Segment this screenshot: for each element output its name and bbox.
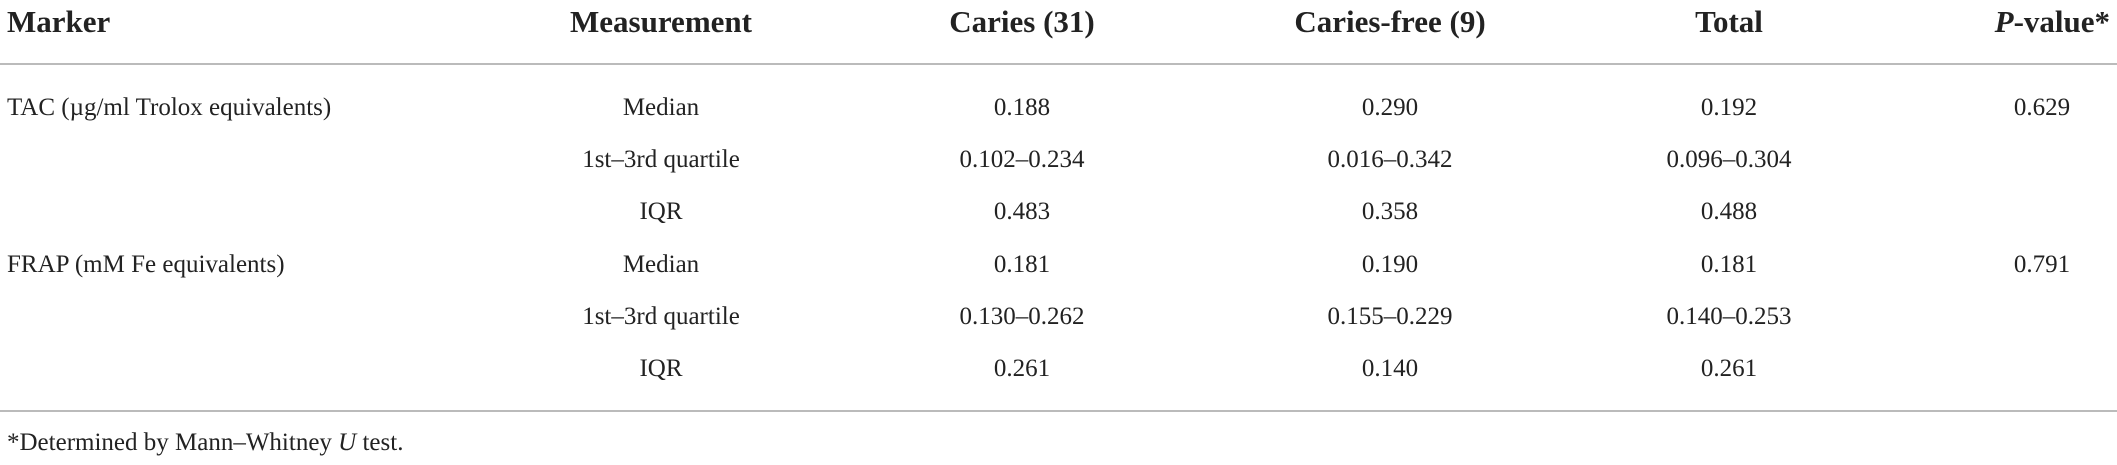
caries-value: 0.261	[993, 355, 1051, 382]
total-value: 0.192	[1700, 94, 1758, 121]
caries-free-value: 0.190	[1361, 250, 1419, 278]
footnote: *Determined by Mann–Whitney U test.	[7, 427, 403, 459]
caries-value: 0.181	[993, 250, 1051, 278]
marker: FRAP (mM Fe equivalents)	[7, 250, 285, 278]
caries-value: 0.102–0.234	[959, 146, 1085, 174]
header-measurement: Measurement	[570, 4, 752, 39]
measurement: 1st–3rd quartile	[582, 146, 740, 174]
header-caries-free: Caries-free (9)	[1294, 4, 1486, 39]
total-value: 0.140–0.253	[1666, 302, 1792, 330]
caries-free-value: 0.155–0.229	[1327, 302, 1453, 330]
bottom-rule	[0, 410, 2117, 412]
header-total: Total	[1695, 4, 1763, 39]
caries-free-value: 0.140	[1361, 355, 1419, 382]
footnote-text: *Determined by Mann–Whitney	[7, 429, 339, 456]
measurement: Median	[622, 94, 700, 121]
header-caries: Caries (31)	[949, 4, 1095, 39]
p-value: 0.791	[2013, 250, 2071, 278]
header-p-value: P-value*	[1995, 6, 2110, 38]
p-value: 0.629	[2013, 94, 2071, 121]
caries-value: 0.483	[993, 198, 1051, 226]
caries-free-value: 0.358	[1361, 198, 1419, 226]
caries-value: 0.188	[993, 94, 1051, 121]
total-value: 0.181	[1700, 250, 1758, 278]
caries-value: 0.130–0.262	[959, 302, 1085, 330]
marker: TAC (µg/ml Trolox equivalents)	[7, 94, 332, 121]
header-rule	[0, 63, 2117, 65]
total-value: 0.488	[1700, 198, 1758, 226]
caries-free-value: 0.016–0.342	[1327, 146, 1453, 174]
measurement: Median	[622, 250, 700, 278]
caries-free-value: 0.290	[1361, 94, 1419, 121]
header-marker: Marker	[7, 4, 111, 39]
measurement: IQR	[639, 355, 683, 382]
italic-p: P	[1994, 4, 2014, 39]
measurement: 1st–3rd quartile	[582, 302, 740, 330]
total-value: 0.096–0.304	[1666, 146, 1792, 174]
footnote-text: test.	[356, 429, 404, 456]
header-p-rest: -value*	[2013, 4, 2110, 39]
total-value: 0.261	[1700, 355, 1758, 382]
footnote-italic: U	[338, 429, 357, 456]
measurement: IQR	[639, 198, 683, 226]
